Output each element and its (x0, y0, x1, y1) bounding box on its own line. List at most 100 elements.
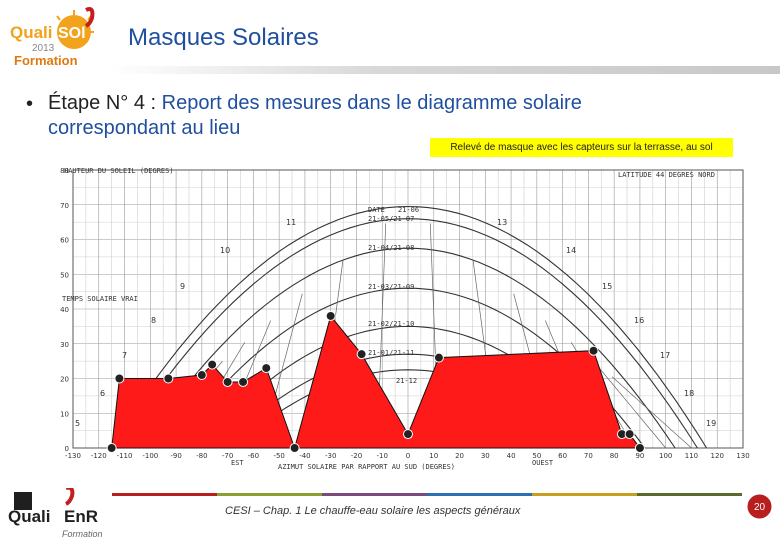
mask-point (196, 370, 207, 381)
x-tick-label: -80 (196, 452, 207, 460)
x-tick-label: 0 (406, 452, 410, 460)
x-tick-label: -10 (377, 452, 388, 460)
west-label: OUEST (532, 459, 554, 467)
mask-point (222, 376, 233, 387)
x-tick-label: -100 (142, 452, 158, 460)
mask-point (325, 310, 336, 321)
y-tick-label: 70 (60, 202, 69, 210)
bullet-icon: • (26, 93, 34, 115)
hour-line (611, 376, 692, 449)
east-label: EST (231, 459, 244, 467)
date-label: 21-01/21-11 (368, 349, 414, 357)
x-tick-label: 20 (455, 452, 464, 460)
hour-label: 11 (286, 218, 296, 227)
x-tick-label: -120 (91, 452, 107, 460)
x-tick-label: 110 (685, 452, 698, 460)
x-tick-label: -30 (325, 452, 336, 460)
hour-label: 10 (220, 246, 230, 255)
header-divider (108, 66, 780, 74)
mask-point (207, 359, 218, 370)
y-axis-label: HAUTEUR DU SOLEIL (DEGRES) (64, 167, 174, 175)
diagram-labels: HAUTEUR DU SOLEIL (DEGRES) LATITUDE 44 D… (62, 167, 716, 471)
x-tick-label: -130 (65, 452, 81, 460)
footer-logo-sub: Formation (62, 529, 103, 539)
mask-point (238, 376, 249, 387)
footer-line-segment (427, 493, 532, 496)
hour-label: 9 (180, 282, 185, 291)
mask-point (634, 443, 645, 453)
mask-caption: Relevé de masque avec les capteurs sur l… (430, 138, 733, 157)
sun-path-21-06 (108, 205, 708, 449)
footer-text: CESI – Chap. 1 Le chauffe-eau solaire le… (225, 505, 521, 517)
date-label: 21-04/21-08 (368, 244, 414, 252)
x-tick-label: -90 (170, 452, 181, 460)
x-tick-label: -60 (248, 452, 259, 460)
date-label: 21-12 (396, 377, 417, 385)
step-text: Report des mesures dans le diagramme sol… (161, 92, 582, 114)
x-tick-label: -50 (273, 452, 284, 460)
mask-point (163, 373, 174, 384)
y-tick-label: 40 (60, 306, 69, 314)
mask-point (588, 345, 599, 356)
sun-path-diagram: HAUTEUR DU SOLEIL (DEGRES) LATITUDE 44 D… (30, 158, 750, 476)
y-tick-label: 60 (60, 237, 69, 245)
date-label: 21-06 (398, 206, 419, 214)
hour-label: 15 (602, 282, 612, 291)
y-ticks: 0 10 20 30 40 50 60 70 80 (60, 167, 69, 453)
footer-logo-right: EnR (64, 507, 98, 526)
page-number-badge: 20 (747, 494, 772, 519)
y-tick-label: 10 (60, 410, 69, 418)
hour-label: 7 (122, 351, 127, 360)
hour-label: 13 (497, 218, 507, 227)
sun-path-21-05/21-07 (118, 218, 698, 449)
hour-label: 16 (634, 316, 644, 325)
latitude-label: LATITUDE 44 DEGRES NORD (618, 171, 715, 179)
mask-point (356, 349, 367, 360)
hour-label: 6 (100, 389, 105, 398)
hour-label: 5 (75, 419, 80, 428)
mask-point (289, 443, 300, 453)
x-tick-label: 10 (429, 452, 438, 460)
solar-time-label: TEMPS SOLAIRE VRAI (62, 295, 138, 303)
logo-brand-left: Quali (10, 23, 53, 42)
footer-line-segment (532, 493, 637, 496)
footer-line-segment (637, 493, 742, 496)
date-label: 21-05/21-07 (368, 215, 414, 223)
x-tick-label: 90 (635, 452, 644, 460)
y-tick-label: 80 (60, 167, 69, 175)
x-tick-label: 60 (558, 452, 567, 460)
logo-year: 2013 (32, 43, 55, 54)
bullet-line-2: correspondant au lieu (48, 117, 241, 139)
step-label: Étape N° 4 : (48, 92, 162, 114)
x-tick-label: 30 (481, 452, 490, 460)
hour-label: 19 (706, 419, 716, 428)
qualienr-logo: Quali EnR Formation (8, 488, 103, 539)
page-number: 20 (754, 502, 766, 513)
mask-point (106, 443, 117, 453)
mask-point (114, 373, 125, 384)
x-tick-label: 50 (532, 452, 541, 460)
y-tick-label: 50 (60, 271, 69, 279)
bullet-line-1: Étape N° 4 : Report des mesures dans le … (48, 92, 582, 115)
x-tick-label: -40 (299, 452, 310, 460)
x-tick-label: 80 (610, 452, 619, 460)
footer-line-segment (112, 493, 217, 496)
x-tick-label: 40 (507, 452, 516, 460)
x-tick-label: -70 (222, 452, 233, 460)
mask-point (403, 429, 413, 440)
x-tick-label: 70 (584, 452, 593, 460)
date-label: 21-03/21-09 (368, 283, 414, 291)
hour-label: 14 (566, 246, 576, 255)
x-axis-label: AZIMUT SOLAIRE PAR RAPPORT AU SUD (DEGRE… (278, 463, 455, 471)
hour-label: 8 (151, 316, 156, 325)
logo-brand-right: SOl (58, 25, 86, 42)
mask-point (261, 363, 272, 374)
page-title: Masques Solaires (128, 24, 319, 51)
x-tick-label: -20 (351, 452, 362, 460)
mask-point (624, 429, 635, 440)
x-tick-label: 130 (736, 452, 749, 460)
mask-point (433, 352, 444, 363)
mask-area (106, 310, 645, 453)
date-label: 21-02/21-10 (368, 320, 414, 328)
sun-path-21-04/21-08 (140, 247, 676, 449)
